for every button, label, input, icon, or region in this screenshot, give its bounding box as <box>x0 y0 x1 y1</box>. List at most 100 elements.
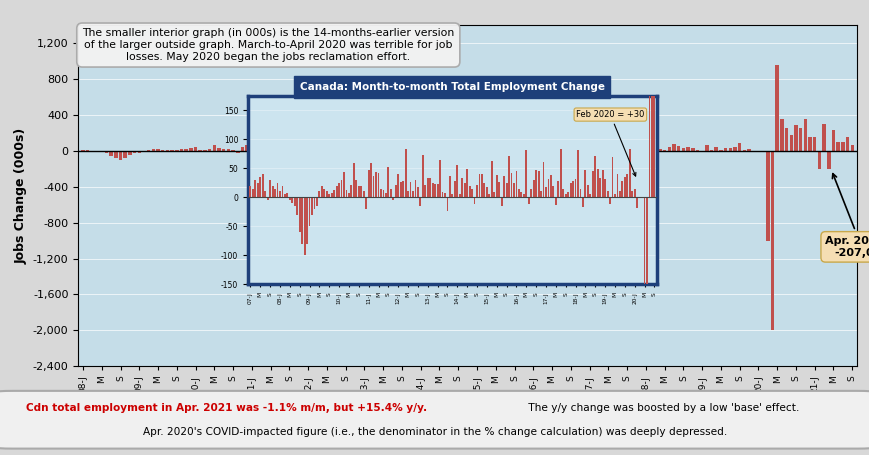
Bar <box>431 183 433 197</box>
Bar <box>690 148 693 151</box>
Bar <box>308 197 310 226</box>
Bar <box>550 149 554 151</box>
Bar <box>414 180 416 197</box>
Bar <box>311 197 313 215</box>
Bar <box>441 192 443 197</box>
Bar <box>264 192 266 197</box>
Bar <box>434 184 435 197</box>
Bar <box>286 192 288 197</box>
Bar <box>360 187 362 197</box>
Bar <box>311 143 315 151</box>
Bar <box>505 183 507 197</box>
Bar <box>596 151 600 152</box>
Bar <box>599 178 600 197</box>
Bar <box>147 150 150 151</box>
Bar <box>618 191 620 197</box>
Bar <box>302 148 305 151</box>
Bar <box>267 197 269 200</box>
Bar <box>463 182 465 197</box>
Bar <box>437 150 441 151</box>
Bar <box>466 169 468 197</box>
Bar <box>416 187 418 197</box>
Bar <box>161 150 164 151</box>
Bar <box>252 188 254 197</box>
Bar <box>557 181 559 197</box>
Bar <box>446 197 448 211</box>
Bar <box>329 148 333 151</box>
Bar <box>606 143 609 151</box>
Bar <box>713 147 717 151</box>
Bar <box>370 163 372 197</box>
Bar <box>579 189 580 197</box>
Bar <box>439 160 441 197</box>
Bar <box>249 147 254 151</box>
Bar <box>241 147 244 151</box>
Bar <box>175 150 178 151</box>
Bar <box>409 182 411 197</box>
Bar <box>427 178 428 197</box>
Bar <box>493 192 494 197</box>
Bar <box>468 186 470 197</box>
Bar <box>615 150 619 151</box>
Bar <box>779 119 783 151</box>
Bar <box>486 187 488 197</box>
Text: The smaller interior graph (in 000s) is the 14-months-earlier version
of the lar: The smaller interior graph (in 000s) is … <box>82 28 454 61</box>
Bar <box>845 136 848 151</box>
Bar <box>404 149 406 197</box>
Bar <box>821 124 825 151</box>
Bar <box>540 191 541 197</box>
Bar <box>521 147 525 151</box>
Bar <box>227 149 230 151</box>
Bar <box>742 150 746 151</box>
Bar <box>733 147 736 151</box>
Bar <box>629 148 633 151</box>
Bar <box>623 177 625 197</box>
Bar <box>490 161 492 197</box>
Bar <box>826 151 830 169</box>
Bar <box>283 194 286 197</box>
Text: Apr. 2020's COVID-impacted figure (i.e., the denominator in the % change calcula: Apr. 2020's COVID-impacted figure (i.e.,… <box>143 427 726 437</box>
Bar <box>643 197 645 455</box>
Bar <box>109 151 113 156</box>
Bar <box>812 137 815 151</box>
Bar <box>568 150 572 151</box>
FancyBboxPatch shape <box>0 391 869 449</box>
Bar <box>447 149 450 151</box>
Bar <box>100 151 103 152</box>
Bar <box>254 180 256 197</box>
Bar <box>184 148 188 151</box>
Bar <box>606 191 607 197</box>
Bar <box>559 147 562 151</box>
Bar <box>321 186 322 197</box>
Bar <box>850 145 853 151</box>
Bar <box>461 148 464 151</box>
Bar <box>428 147 431 151</box>
Bar <box>367 149 370 151</box>
Bar <box>676 147 680 151</box>
Bar <box>296 197 298 215</box>
Bar <box>700 151 703 152</box>
Bar <box>362 192 364 197</box>
Bar <box>461 177 462 197</box>
Bar <box>488 148 492 151</box>
Bar <box>282 150 286 151</box>
Bar <box>114 151 117 158</box>
Bar <box>409 146 413 151</box>
Bar <box>591 171 593 197</box>
Bar <box>545 187 547 197</box>
Bar <box>840 142 844 151</box>
Bar <box>635 197 637 207</box>
Bar <box>680 148 685 151</box>
Bar <box>588 194 591 197</box>
Bar <box>262 174 263 197</box>
Title: Canada: Month-to-month Total Employment Change: Canada: Month-to-month Total Employment … <box>300 82 604 92</box>
Bar <box>774 66 778 151</box>
Bar <box>348 149 352 151</box>
Bar <box>704 145 707 151</box>
Bar <box>695 150 699 151</box>
Bar <box>501 197 502 206</box>
X-axis label: Year and month: Year and month <box>405 397 529 411</box>
Bar <box>784 128 787 151</box>
Bar <box>318 192 320 197</box>
Bar <box>527 149 530 151</box>
